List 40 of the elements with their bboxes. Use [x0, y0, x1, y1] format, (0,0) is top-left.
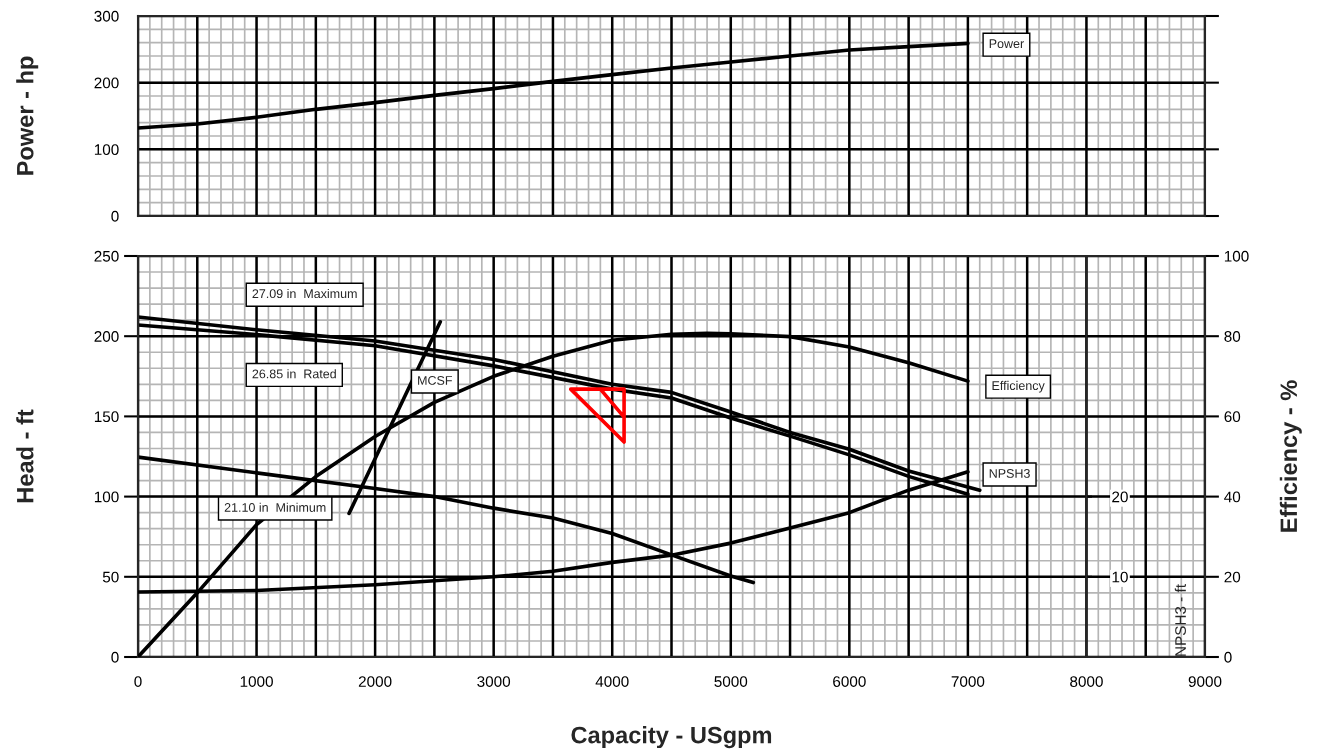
y2-tick-label: 80: [1224, 331, 1241, 342]
series-label: Efficiency: [992, 380, 1045, 393]
x-tick-label: 7000: [951, 676, 985, 687]
x-tick-label: 8000: [1070, 676, 1103, 687]
y-tick-label: 0: [111, 210, 119, 222]
x-tick-label: 6000: [833, 676, 866, 687]
x-tick-label: 0: [134, 676, 142, 687]
y-tick-label: 200: [94, 77, 119, 89]
series-label: 21.10 in Minimum: [224, 502, 326, 512]
y2-tick-label: 60: [1224, 411, 1241, 423]
y-tick-label: 50: [102, 571, 119, 583]
series-label: Power: [989, 39, 1024, 49]
y2-axis-title: Efficiency - %: [1279, 380, 1302, 532]
text: 27.09 in Maximum: [252, 288, 357, 299]
series-label: MCSF: [418, 376, 452, 385]
x-tick-label: 1000: [240, 676, 273, 687]
y-tick-label: 150: [94, 411, 119, 423]
text: 26.85 in Rated: [252, 369, 336, 379]
y-tick-label: 100: [94, 144, 119, 156]
y3-axis-title: NPSH3 - ft: [1174, 584, 1186, 656]
series-label: NPSH3: [989, 469, 1030, 478]
y2-tick-label: 20: [1224, 571, 1241, 583]
x-tick-label: 2000: [358, 676, 392, 687]
y-tick-label: 0: [111, 651, 119, 663]
y-axis-title: Head - ft: [16, 409, 34, 503]
x-tick-label: 3000: [477, 676, 511, 687]
y2-tick-label: 0: [1224, 651, 1232, 663]
y3-tick-label: 20: [1112, 491, 1128, 503]
y-tick-label: 250: [94, 250, 119, 262]
y2-tick-label: 100: [1224, 250, 1249, 262]
y-axis-title: Power - hp: [16, 56, 39, 175]
y2-tick-label: 40: [1224, 491, 1241, 503]
x-tick-label: 9000: [1188, 676, 1222, 687]
y-tick-label: 200: [94, 331, 119, 342]
x-tick-label: 5000: [714, 676, 748, 687]
y3-tick-label: 10: [1112, 571, 1128, 583]
x-axis-title: Capacity - USgpm: [571, 726, 772, 749]
y-tick-label: 300: [94, 10, 119, 22]
y-tick-label: 100: [94, 491, 119, 503]
x-tick-label: 4000: [595, 676, 629, 687]
